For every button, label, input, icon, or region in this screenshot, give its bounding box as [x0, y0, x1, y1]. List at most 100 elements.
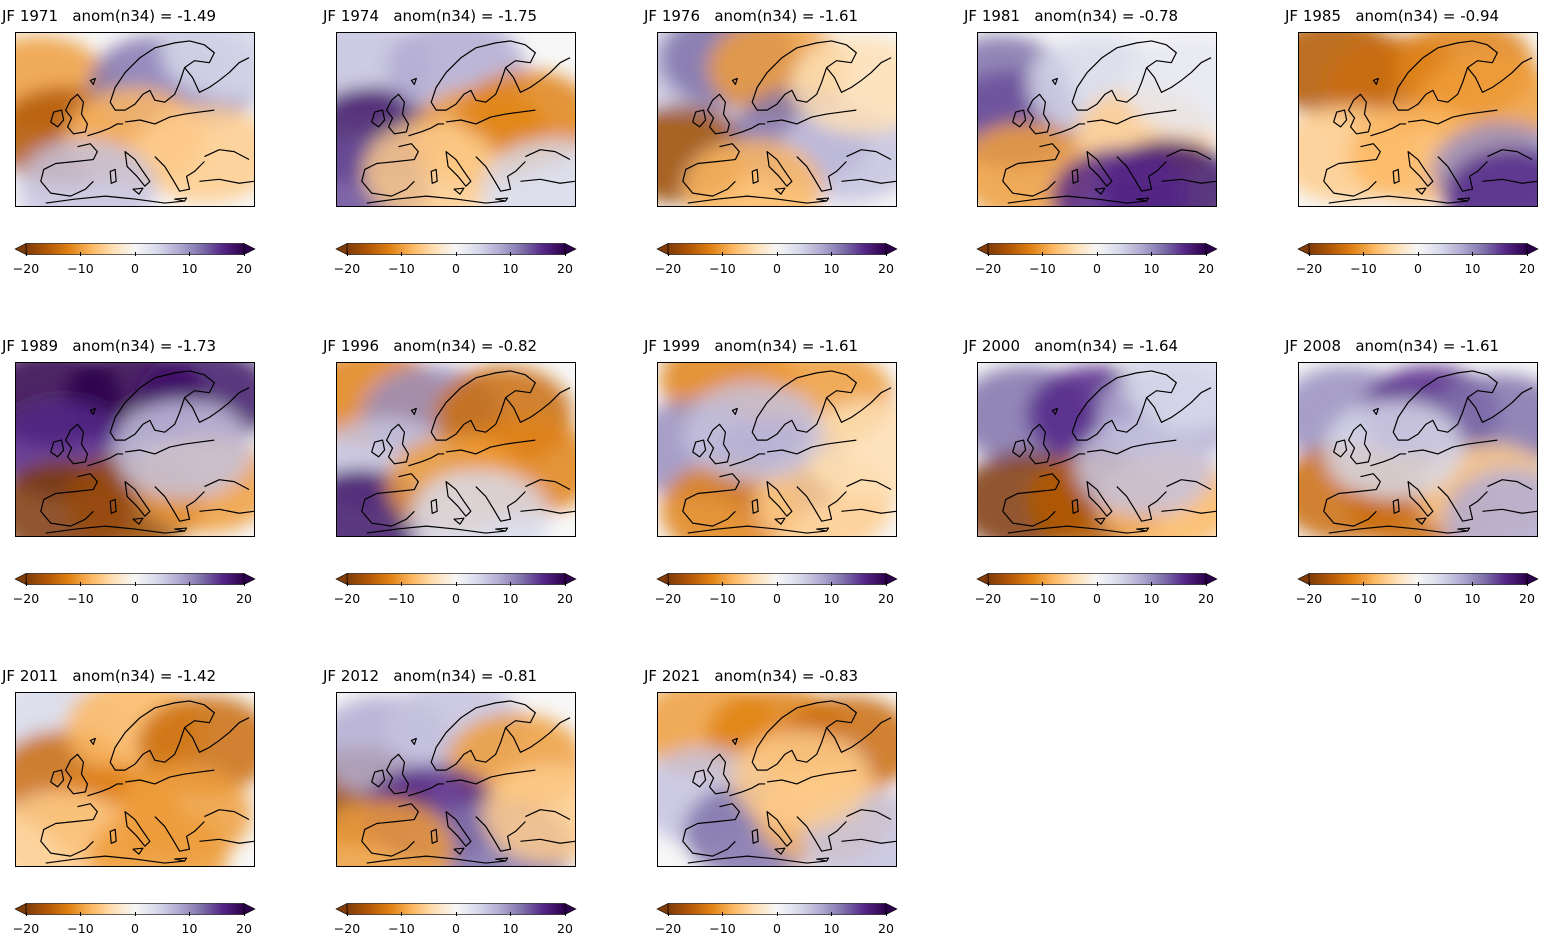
- colorbar-tick-label: 10: [181, 921, 198, 936]
- panel-index-label: anom(n34): [1355, 337, 1439, 355]
- map-panel: JF 1981 anom(n34) = -0.78 −20 −10 0 10 20: [962, 0, 1218, 276]
- coastlines: [361, 370, 575, 534]
- colorbar-extend-max: [564, 573, 577, 585]
- colorbar-tick-label: −20: [12, 591, 40, 606]
- colorbar-tick-label: 20: [557, 591, 573, 606]
- colorbar-tick: [1205, 582, 1207, 586]
- anomaly-field: [337, 363, 575, 536]
- panel-year: 1996: [340, 337, 380, 355]
- colorbar-tick-label: −10: [67, 261, 94, 276]
- colorbar-tick-label: 10: [1143, 591, 1160, 606]
- colorbar-tick-label: 10: [823, 261, 840, 276]
- colorbar-tick: [346, 252, 348, 256]
- colorbar-tick: [134, 252, 136, 256]
- colorbar-tick: [243, 252, 245, 256]
- panel-season: JF: [644, 7, 658, 25]
- panel-title: JF 2012 anom(n34) = -0.81: [323, 667, 538, 685]
- panel-year: 2008: [1302, 337, 1342, 355]
- colorbar: [335, 570, 577, 585]
- panel-index-label: anom(n34): [393, 667, 477, 685]
- colorbar-tick-label: 0: [773, 921, 781, 936]
- panel-index-label: anom(n34): [1034, 7, 1118, 25]
- colorbar-tick-label: −10: [1029, 261, 1056, 276]
- colorbar-extend-max: [1205, 573, 1218, 585]
- panel-year: 2021: [661, 667, 701, 685]
- colorbar-tick-label: −20: [333, 921, 361, 936]
- map-axes: [1298, 32, 1538, 207]
- panel-season: JF: [1285, 7, 1299, 25]
- coastlines: [1323, 370, 1537, 534]
- map-panel: JF 2012 anom(n34) = -0.81 −20 −10 0 10 20: [321, 660, 577, 936]
- colorbar-tick: [134, 582, 136, 586]
- panel-index-label: anom(n34): [72, 667, 156, 685]
- colorbar-tick-label: −20: [974, 591, 1002, 606]
- map-panel: JF 1989 anom(n34) = -1.73 −20 −10 0 10 20: [0, 330, 256, 606]
- colorbar: [976, 240, 1218, 255]
- colorbar-tick: [510, 582, 511, 586]
- colorbar-tick-label: 10: [1143, 261, 1160, 276]
- colorbar-tick-label: −20: [654, 591, 682, 606]
- panel-season: JF: [964, 7, 978, 25]
- map-axes: [15, 362, 255, 537]
- colorbar-extend-max: [243, 573, 256, 585]
- colorbar-tick-label: 10: [823, 591, 840, 606]
- colorbar-extend-min: [1297, 573, 1310, 585]
- colorbar-tick-label: −20: [1295, 261, 1323, 276]
- colorbar-tick: [189, 582, 190, 586]
- colorbar-tick: [1526, 582, 1528, 586]
- colorbar-extend-min: [14, 903, 27, 915]
- colorbar-tick-label: 20: [557, 921, 573, 936]
- colorbar-tick-label: 10: [823, 921, 840, 936]
- panel-year: 1989: [19, 337, 59, 355]
- map-axes: [657, 362, 897, 537]
- map-panel: JF 2000 anom(n34) = -1.64 −20 −10 0 10 20: [962, 330, 1218, 606]
- colorbar-tick-label: −10: [388, 591, 415, 606]
- colorbar-tick: [1417, 582, 1419, 586]
- map-axes: [15, 32, 255, 207]
- map-axes: [15, 692, 255, 867]
- panel-year: 1974: [340, 7, 380, 25]
- panel-season: JF: [2, 667, 16, 685]
- colorbar-tick-label: 0: [452, 261, 460, 276]
- colorbar-extend-max: [885, 573, 898, 585]
- colorbar-tick-label: 20: [1198, 591, 1214, 606]
- panel-season: JF: [323, 667, 337, 685]
- colorbar-tick-label: −10: [709, 591, 736, 606]
- colorbar: [14, 900, 256, 915]
- colorbar-tick: [667, 912, 669, 916]
- colorbar-tick-label: 0: [1414, 591, 1422, 606]
- colorbar-tick: [401, 252, 402, 256]
- colorbar-tick-label: 20: [1519, 591, 1535, 606]
- colorbar-extend-max: [564, 243, 577, 255]
- colorbar-tick: [455, 912, 457, 916]
- panel-index-label: anom(n34): [72, 7, 156, 25]
- colorbar-extend-max: [564, 903, 577, 915]
- colorbar-extend-min: [335, 903, 348, 915]
- colorbar-tick-label: 20: [878, 261, 894, 276]
- panel-year: 1999: [661, 337, 701, 355]
- panel-index-value: -1.64: [1139, 337, 1179, 355]
- colorbar-tick-label: −10: [388, 921, 415, 936]
- colorbar: [1297, 240, 1539, 255]
- panel-index-value: -0.82: [498, 337, 538, 355]
- colorbar-tick-label: 0: [452, 591, 460, 606]
- map-panel: JF 1976 anom(n34) = -1.61 −20 −10 0 10 20: [642, 0, 898, 276]
- colorbar-tick-label: 0: [131, 261, 139, 276]
- anomaly-field: [978, 363, 1216, 536]
- colorbar-tick-label: −10: [1029, 591, 1056, 606]
- colorbar-extend-max: [243, 243, 256, 255]
- colorbar-tick-label: 0: [773, 261, 781, 276]
- colorbar-tick: [722, 582, 723, 586]
- colorbar-tick: [25, 912, 27, 916]
- colorbar-tick-label: 10: [1464, 591, 1481, 606]
- panel-year: 2011: [19, 667, 59, 685]
- colorbar-tick: [1472, 252, 1473, 256]
- colorbar-tick: [25, 582, 27, 586]
- colorbar-tick-label: −20: [654, 261, 682, 276]
- panel-index-value: -0.78: [1139, 7, 1179, 25]
- colorbar-tick: [987, 252, 989, 256]
- panel-title: JF 1996 anom(n34) = -0.82: [323, 337, 538, 355]
- panel-season: JF: [1285, 337, 1299, 355]
- map-axes: [977, 32, 1217, 207]
- panel-index-label: anom(n34): [1034, 337, 1118, 355]
